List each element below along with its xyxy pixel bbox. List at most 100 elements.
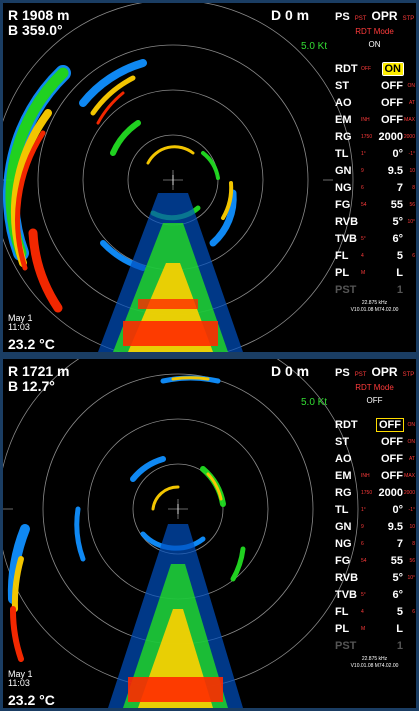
setting-value[interactable]: OFF [376, 418, 404, 432]
setting-row-ao[interactable]: AO OFF AT [335, 97, 415, 110]
setting-row-tl[interactable]: TL 1° 0° -1° [335, 504, 415, 517]
setting-value[interactable]: OFF [381, 97, 403, 109]
setting-left[interactable]: 54 [361, 558, 367, 564]
setting-left[interactable]: 1750 [361, 134, 373, 140]
setting-left[interactable]: 6 [361, 185, 364, 191]
setting-row-pst[interactable]: PST 1 [335, 284, 415, 297]
setting-row-st[interactable]: ST OFF ON [335, 436, 415, 449]
setting-row-fg[interactable]: FG 54 55 56 [335, 199, 415, 212]
setting-left[interactable]: 5° [361, 592, 366, 598]
setting-right[interactable]: 8 [412, 541, 415, 547]
setting-row-rdt[interactable]: RDT OFF ON [335, 418, 416, 432]
power-status-row[interactable]: PS PST OPR STP [335, 365, 416, 379]
power-status-row[interactable]: PS PST OPR STP [335, 9, 416, 23]
setting-value[interactable]: ON [381, 62, 404, 76]
setting-value[interactable]: 5 [396, 606, 403, 618]
setting-left[interactable]: 5° [361, 236, 366, 242]
setting-value[interactable]: OFF [381, 80, 403, 92]
setting-row-st[interactable]: ST OFF ON [335, 80, 415, 93]
setting-left[interactable]: INH [361, 473, 370, 479]
setting-value[interactable]: OFF [381, 436, 403, 448]
setting-left[interactable]: 9 [361, 168, 364, 174]
setting-left[interactable]: 6 [361, 541, 364, 547]
setting-row-ao[interactable]: AO OFF AT [335, 453, 415, 466]
setting-row-ng[interactable]: NG 6 7 8 [335, 538, 415, 551]
setting-value[interactable]: OFF [381, 453, 403, 465]
setting-row-pst[interactable]: PST 1 [335, 640, 415, 653]
setting-value[interactable]: 9.5 [387, 165, 403, 177]
sonar-screen[interactable]: R 1721 m B 12.7° D 0 m 5.0 Kt May 1 11:0… [3, 359, 416, 708]
setting-right[interactable]: 10° [407, 575, 415, 581]
setting-left[interactable]: 9 [361, 524, 364, 530]
setting-row-tvb[interactable]: TVB 5° 6° [335, 589, 415, 602]
setting-left[interactable]: 1° [361, 151, 366, 157]
setting-value[interactable]: 6° [392, 233, 403, 245]
setting-value[interactable]: 5 [396, 250, 403, 262]
setting-value[interactable]: 1 [396, 284, 403, 296]
setting-value[interactable]: 7 [396, 538, 403, 550]
setting-left[interactable]: 4 [361, 253, 364, 259]
setting-left[interactable]: M [361, 270, 366, 276]
setting-row-fg[interactable]: FG 54 55 56 [335, 555, 415, 568]
setting-right[interactable]: 10° [407, 219, 415, 225]
setting-right[interactable]: 10 [409, 524, 415, 530]
setting-right[interactable]: MAX [404, 117, 415, 123]
setting-value[interactable]: 2000 [378, 487, 403, 499]
ps-left[interactable]: PST [354, 372, 367, 378]
setting-row-rg[interactable]: RG 1750 2000 2000 [335, 131, 415, 144]
setting-right[interactable]: 6 [412, 253, 415, 259]
setting-right[interactable]: 10 [409, 168, 415, 174]
ps-right[interactable]: STP [402, 16, 415, 22]
setting-right[interactable]: 2000 [403, 134, 415, 140]
sonar-screen[interactable]: R 1908 m B 359.0° D 0 m 5.0 Kt May 1 11:… [3, 3, 416, 352]
setting-value[interactable]: 9.5 [387, 521, 403, 533]
sonar-plot[interactable] [3, 359, 416, 708]
setting-row-em[interactable]: EM INH OFF MAX [335, 470, 415, 483]
setting-value[interactable]: 5° [392, 572, 403, 584]
setting-left[interactable]: INH [361, 117, 370, 123]
setting-right[interactable]: MAX [404, 473, 415, 479]
setting-value[interactable]: 6° [392, 589, 403, 601]
setting-row-em[interactable]: EM INH OFF MAX [335, 114, 415, 127]
setting-right[interactable]: AT [408, 100, 415, 106]
setting-value[interactable]: OFF [381, 114, 403, 126]
setting-right[interactable]: AT [408, 456, 415, 462]
sonar-plot[interactable] [3, 3, 416, 352]
setting-row-gn[interactable]: GN 9 9.5 10 [335, 165, 415, 178]
ps-left[interactable]: PST [354, 16, 367, 22]
setting-value[interactable]: L [396, 267, 403, 279]
ps-value[interactable]: OPR [371, 365, 398, 379]
setting-row-tl[interactable]: TL 1° 0° -1° [335, 148, 415, 161]
setting-row-pl[interactable]: PL M L [335, 267, 415, 280]
setting-left[interactable]: 1° [361, 507, 366, 513]
setting-right[interactable]: 2000 [403, 490, 415, 496]
setting-row-tvb[interactable]: TVB 5° 6° [335, 233, 415, 246]
setting-value[interactable]: 1 [396, 640, 403, 652]
setting-value[interactable]: 0° [392, 148, 403, 160]
setting-value[interactable]: 0° [392, 504, 403, 516]
setting-value[interactable]: L [396, 623, 403, 635]
setting-right[interactable]: -1° [408, 151, 415, 157]
setting-value[interactable]: 7 [396, 182, 403, 194]
setting-right[interactable]: 8 [412, 185, 415, 191]
setting-right[interactable]: -1° [408, 507, 415, 513]
setting-row-pl[interactable]: PL M L [335, 623, 415, 636]
setting-row-rdt[interactable]: RDT OFF ON [335, 62, 415, 76]
setting-row-ng[interactable]: NG 6 7 8 [335, 182, 415, 195]
setting-row-rg[interactable]: RG 1750 2000 2000 [335, 487, 415, 500]
setting-row-fl[interactable]: FL 4 5 6 [335, 606, 415, 619]
setting-right[interactable]: 56 [409, 558, 415, 564]
setting-value[interactable]: 55 [390, 555, 403, 567]
setting-row-gn[interactable]: GN 9 9.5 10 [335, 521, 415, 534]
setting-right[interactable]: 56 [409, 202, 415, 208]
setting-right[interactable]: 6 [412, 609, 415, 615]
setting-value[interactable]: OFF [381, 470, 403, 482]
setting-value[interactable]: 5° [392, 216, 403, 228]
setting-row-rvb[interactable]: RVB 5° 10° [335, 216, 415, 229]
setting-left[interactable]: 1750 [361, 490, 373, 496]
ps-right[interactable]: STP [402, 372, 415, 378]
ps-value[interactable]: OPR [371, 9, 398, 23]
setting-row-fl[interactable]: FL 4 5 6 [335, 250, 415, 263]
setting-right[interactable]: ON [407, 83, 416, 89]
setting-right[interactable]: ON [407, 422, 416, 428]
